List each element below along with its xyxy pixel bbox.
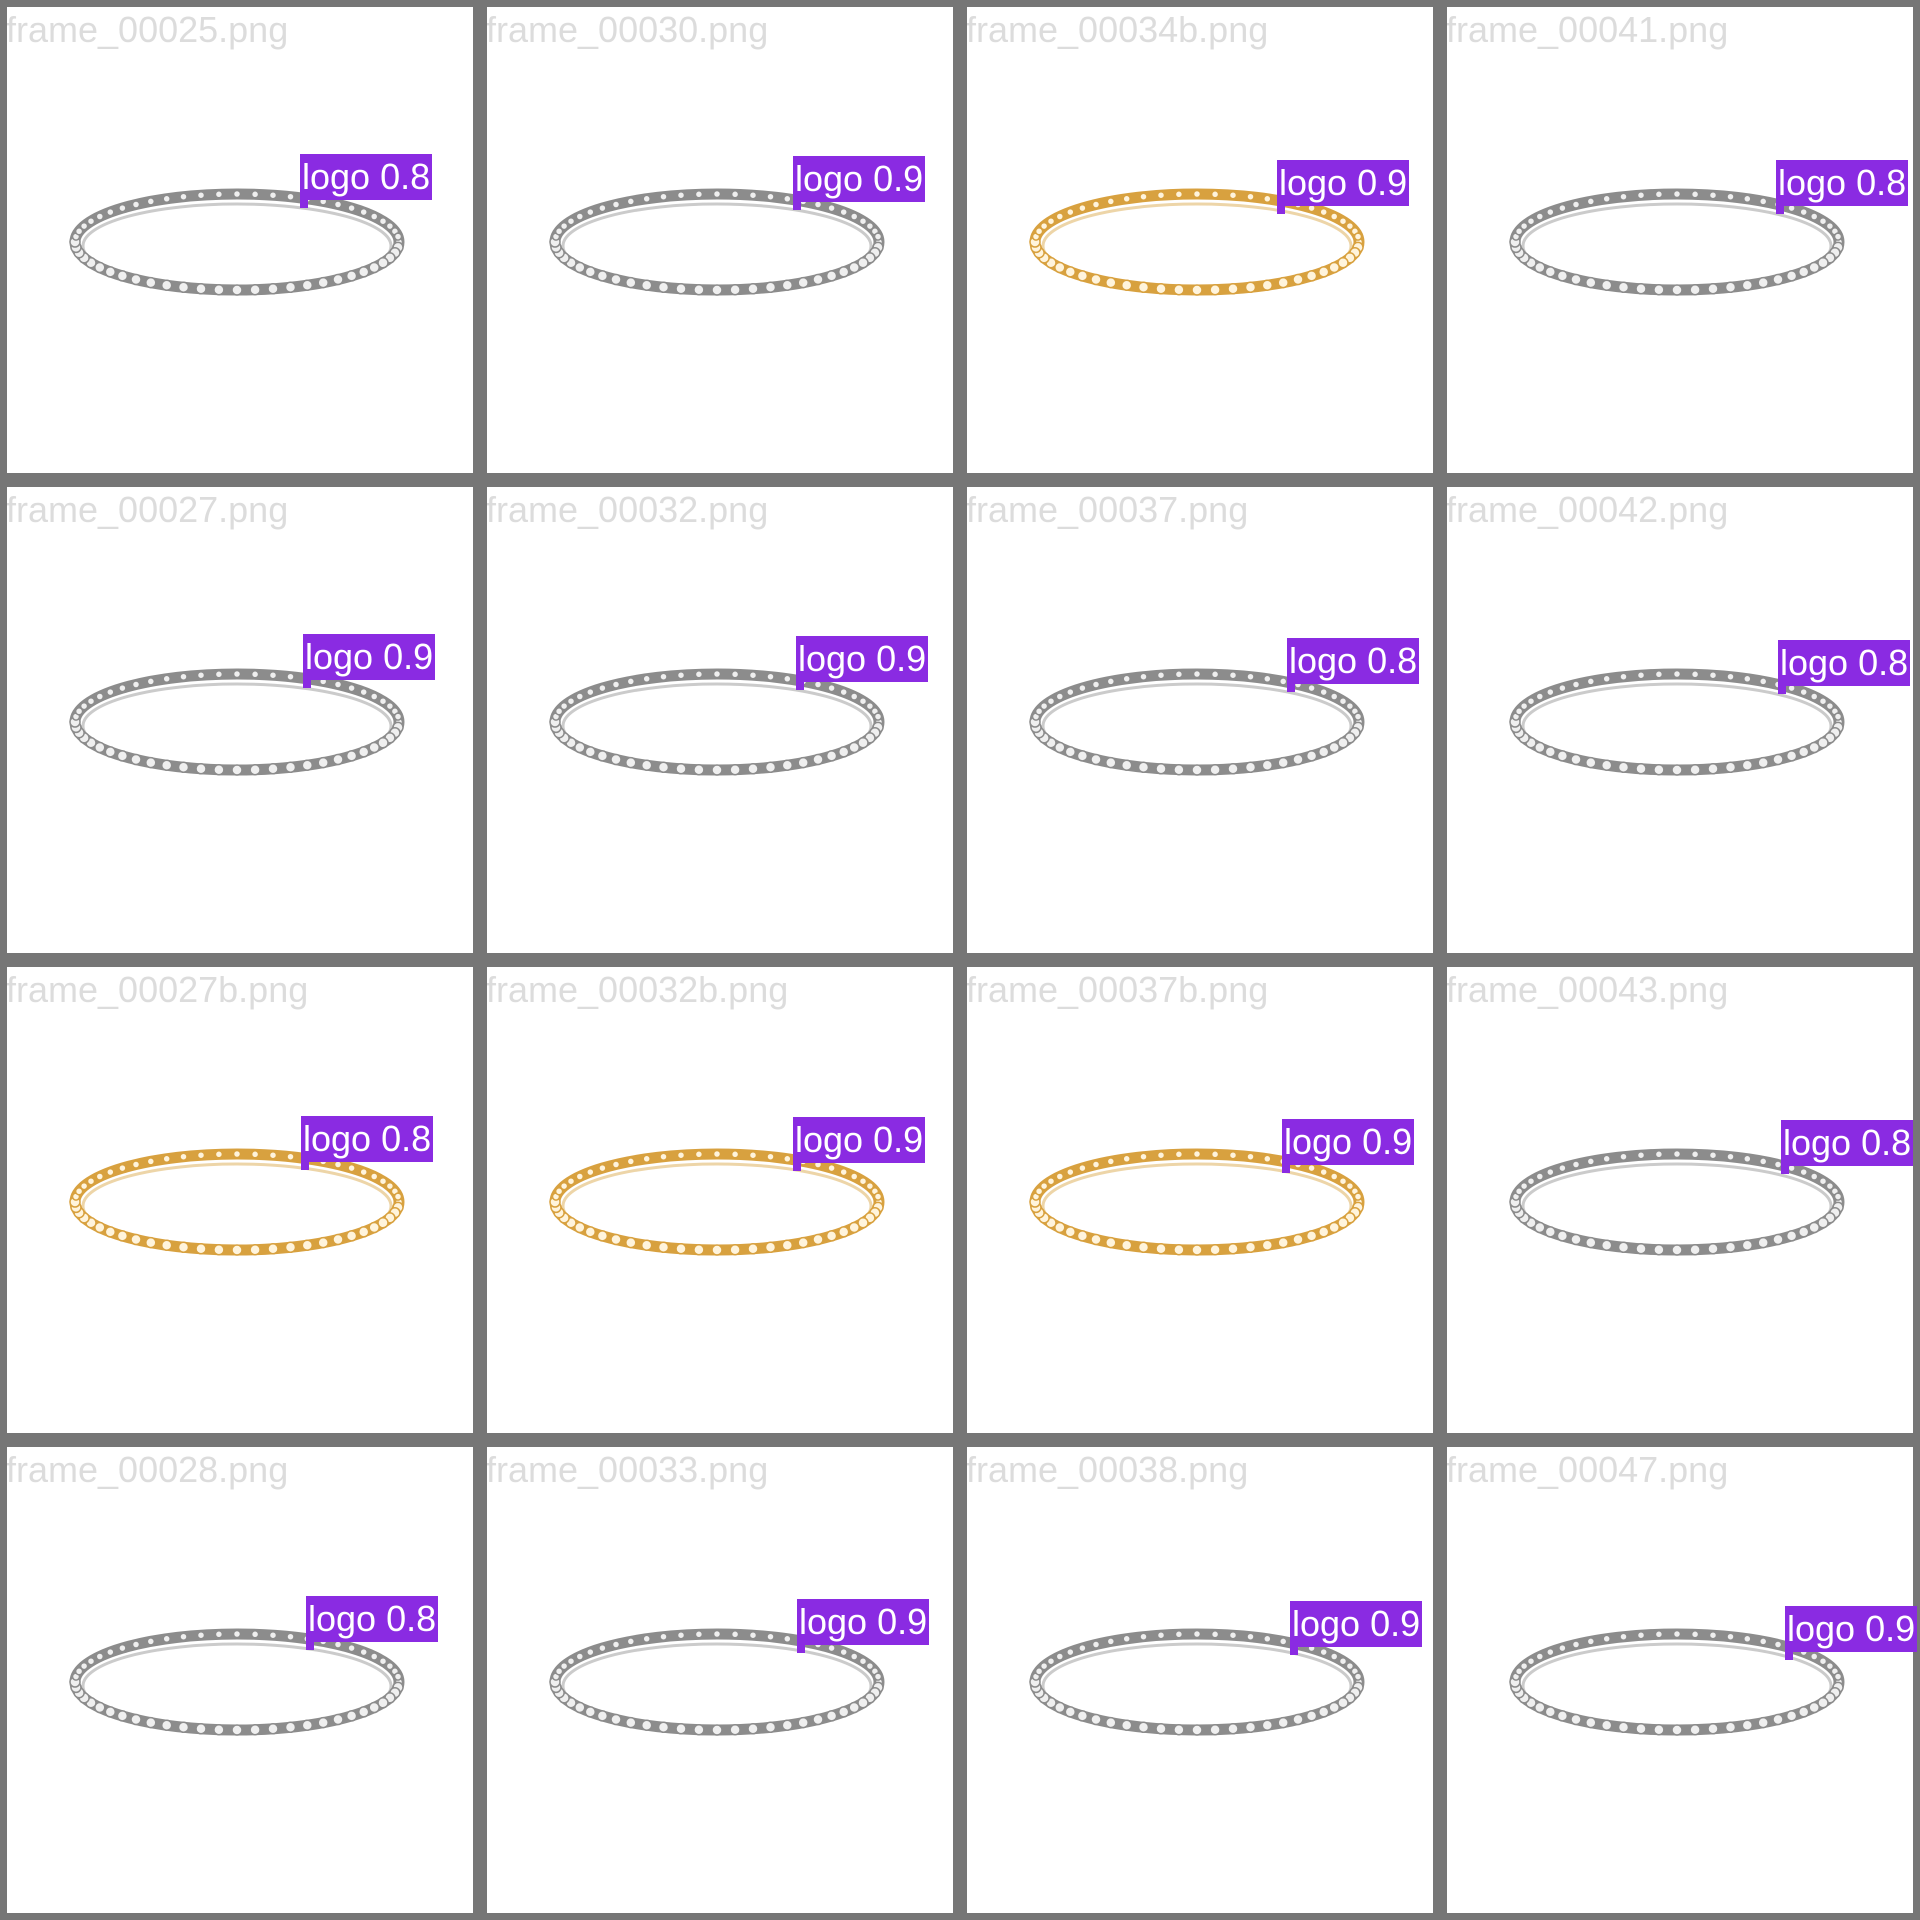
image-tile: frame_00025.png bbox=[0, 0, 480, 480]
filename-label: frame_00027.png bbox=[6, 489, 289, 530]
detection-label: logo 0.9 bbox=[1785, 1606, 1918, 1652]
detection-label: logo 0.8 bbox=[1776, 160, 1909, 206]
bracelet-image bbox=[549, 1148, 885, 1256]
filename-label: frame_00034b.png bbox=[966, 9, 1269, 50]
image-tile: frame_00027.png bbox=[0, 480, 480, 960]
filename-label: frame_00037.png bbox=[966, 489, 1249, 530]
bracelet-image bbox=[1029, 1148, 1365, 1256]
filename-label: frame_00041.png bbox=[1446, 9, 1729, 50]
image-tile: frame_00043.png bbox=[1440, 960, 1920, 1440]
detection-box-corner bbox=[1290, 1647, 1298, 1655]
bracelet-image bbox=[1509, 668, 1845, 776]
detection-label: logo 0.9 bbox=[1290, 1601, 1423, 1647]
image-tile: frame_00027b.png bbox=[0, 960, 480, 1440]
detection-label: logo 0.9 bbox=[1282, 1119, 1415, 1165]
filename-label: frame_00042.png bbox=[1446, 489, 1729, 530]
filename-label: frame_00043.png bbox=[1446, 969, 1729, 1010]
detection-label: logo 0.8 bbox=[1781, 1120, 1914, 1166]
image-tile: frame_00047.png bbox=[1440, 1440, 1920, 1920]
detection-label: logo 0.8 bbox=[301, 1116, 434, 1162]
bracelet-image bbox=[1029, 1628, 1365, 1736]
detection-box-corner bbox=[1287, 684, 1295, 692]
bracelet-image bbox=[1509, 1148, 1845, 1256]
filename-label: frame_00025.png bbox=[6, 9, 289, 50]
bracelet-image bbox=[1029, 188, 1365, 296]
filename-label: frame_00032.png bbox=[486, 489, 769, 530]
filename-label: frame_00032b.png bbox=[486, 969, 789, 1010]
detection-box-corner bbox=[1277, 206, 1285, 214]
detection-box-corner bbox=[301, 1162, 309, 1170]
detection-box-corner bbox=[306, 1642, 314, 1650]
detection-box-corner bbox=[796, 682, 804, 690]
detection-label: logo 0.9 bbox=[1277, 160, 1410, 206]
detection-label: logo 0.9 bbox=[796, 636, 929, 682]
bracelet-image bbox=[69, 668, 405, 776]
image-tile: frame_00042.png bbox=[1440, 480, 1920, 960]
filename-label: frame_00037b.png bbox=[966, 969, 1269, 1010]
image-tile: frame_00032.png bbox=[480, 480, 960, 960]
detection-label: logo 0.8 bbox=[1287, 638, 1420, 684]
detection-box-corner bbox=[1282, 1165, 1290, 1173]
bracelet-image bbox=[69, 1628, 405, 1736]
detection-label: logo 0.9 bbox=[303, 634, 436, 680]
detection-box-corner bbox=[793, 202, 801, 210]
detection-box-corner bbox=[793, 1163, 801, 1171]
image-tile: frame_00037.png bbox=[960, 480, 1440, 960]
image-tile: frame_00032b.png bbox=[480, 960, 960, 1440]
image-tile: frame_00038.png bbox=[960, 1440, 1440, 1920]
image-tile: frame_00034b.png bbox=[960, 0, 1440, 480]
bracelet-image bbox=[549, 1628, 885, 1736]
bracelet-image bbox=[69, 1148, 405, 1256]
filename-label: frame_00027b.png bbox=[6, 969, 309, 1010]
image-tile: frame_00041.png bbox=[1440, 0, 1920, 480]
filename-label: frame_00033.png bbox=[486, 1449, 769, 1490]
detection-label: logo 0.9 bbox=[793, 156, 926, 202]
image-tile: frame_00033.png bbox=[480, 1440, 960, 1920]
detection-label: logo 0.8 bbox=[306, 1596, 439, 1642]
detection-label: logo 0.9 bbox=[793, 1117, 926, 1163]
detection-box-corner bbox=[1778, 686, 1786, 694]
filename-label: frame_00038.png bbox=[966, 1449, 1249, 1490]
detection-box-corner bbox=[1785, 1652, 1793, 1660]
detection-label: logo 0.8 bbox=[1778, 640, 1911, 686]
image-tile: frame_00028.png bbox=[0, 1440, 480, 1920]
bracelet-image bbox=[1029, 668, 1365, 776]
filename-label: frame_00028.png bbox=[6, 1449, 289, 1490]
bracelet-image bbox=[1509, 1628, 1845, 1736]
detection-label: logo 0.8 bbox=[300, 154, 433, 200]
filename-label: frame_00030.png bbox=[486, 9, 769, 50]
bracelet-image bbox=[1509, 188, 1845, 296]
image-tile: frame_00030.png bbox=[480, 0, 960, 480]
detection-box-corner bbox=[1781, 1166, 1789, 1174]
bracelet-image bbox=[549, 188, 885, 296]
detection-label: logo 0.9 bbox=[797, 1599, 930, 1645]
bracelet-image bbox=[549, 668, 885, 776]
image-tile: frame_00037b.png bbox=[960, 960, 1440, 1440]
filename-label: frame_00047.png bbox=[1446, 1449, 1729, 1490]
detection-box-corner bbox=[797, 1645, 805, 1653]
detection-box-corner bbox=[303, 680, 311, 688]
detection-box-corner bbox=[300, 200, 308, 208]
detection-box-corner bbox=[1776, 206, 1784, 214]
bracelet-image bbox=[69, 188, 405, 296]
